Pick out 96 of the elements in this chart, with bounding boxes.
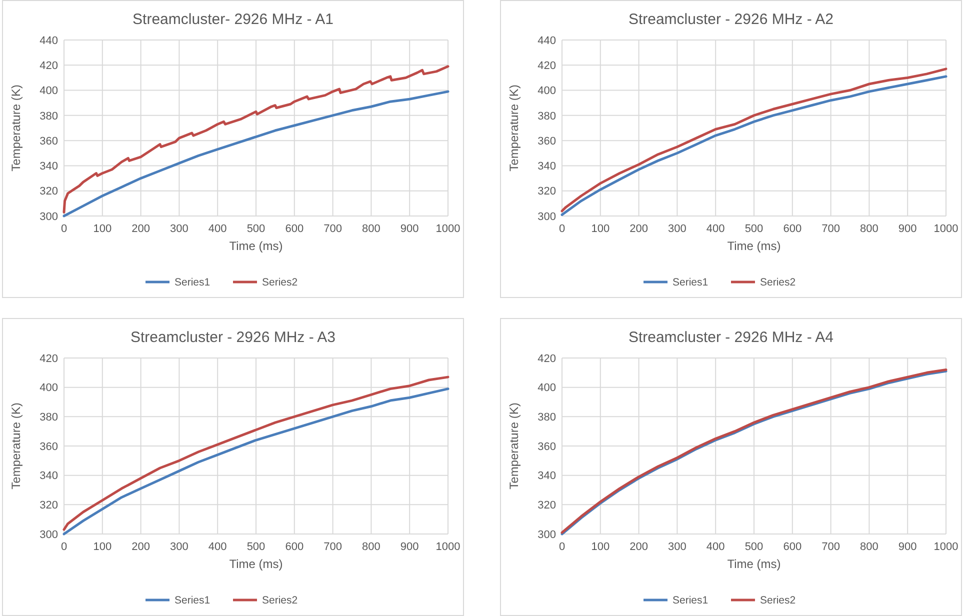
y-tick-label: 360 (40, 135, 58, 148)
x-axis-title: Time (ms) (727, 239, 781, 253)
y-tick-label: 300 (538, 210, 556, 223)
y-tick-label: 420 (538, 352, 556, 365)
chart-title: Streamcluster- 2926 MHz - A1 (132, 11, 334, 28)
legend-label: Series1 (174, 594, 210, 607)
y-tick-label: 400 (40, 85, 58, 98)
y-tick-label: 440 (40, 34, 58, 47)
x-tick-label: 1000 (436, 541, 460, 553)
y-tick-label: 360 (40, 440, 58, 453)
x-axis-title: Time (ms) (229, 239, 283, 253)
y-axis-title: Temperature (K) (507, 402, 521, 490)
legend-label: Series2 (262, 594, 298, 607)
x-axis-title: Time (ms) (727, 557, 781, 571)
x-tick-label: 500 (246, 223, 266, 235)
line-series (62, 65, 450, 214)
chart-title: Streamcluster - 2926 MHz - A4 (628, 329, 834, 346)
y-tick-label: 300 (40, 210, 58, 223)
x-tick-label: 800 (860, 541, 878, 553)
y-tick-label: 420 (40, 60, 58, 72)
y-tick-label: 320 (538, 500, 556, 512)
x-tick-label: 800 (362, 223, 380, 235)
y-axis-title: Temperature (K) (9, 84, 23, 172)
x-tick-label: 400 (706, 223, 725, 235)
x-tick-label: 0 (60, 541, 68, 553)
x-tick-label: 300 (170, 541, 188, 553)
x-axis-title: Time (ms) (229, 557, 283, 571)
x-tick-label: 800 (860, 223, 878, 235)
x-tick-label: 900 (400, 541, 419, 553)
x-tick-label: 1000 (436, 223, 460, 235)
x-tick-label: 300 (668, 541, 686, 553)
y-tick-label: 400 (40, 382, 58, 394)
x-tick-label: 100 (591, 541, 610, 553)
y-tick-label: 320 (538, 186, 556, 198)
y-tick-label: 440 (538, 34, 556, 47)
x-tick-label: 200 (132, 541, 150, 553)
legend-label: Series2 (262, 276, 298, 289)
legend-label: Series2 (760, 594, 796, 607)
x-tick-label: 200 (630, 223, 648, 235)
x-tick-label: 200 (132, 223, 150, 235)
y-tick-label: 340 (40, 470, 58, 482)
x-tick-label: 600 (783, 223, 802, 235)
y-tick-label: 300 (40, 528, 58, 541)
chart-title: Streamcluster - 2926 MHz - A2 (628, 11, 834, 28)
x-tick-label: 200 (630, 541, 648, 553)
x-tick-label: 900 (400, 223, 419, 235)
y-tick-label: 380 (538, 412, 556, 424)
x-tick-label: 900 (898, 223, 917, 235)
x-tick-label: 400 (208, 223, 227, 235)
x-tick-label: 500 (246, 541, 266, 553)
y-tick-label: 400 (538, 85, 556, 98)
x-tick-label: 300 (668, 223, 686, 235)
x-tick-label: 400 (208, 541, 227, 553)
x-tick-label: 700 (324, 541, 342, 553)
x-tick-label: 700 (822, 541, 840, 553)
y-tick-label: 340 (40, 160, 58, 173)
x-tick-label: 100 (591, 223, 610, 235)
y-tick-label: 400 (538, 382, 556, 394)
legend-label: Series1 (174, 276, 210, 289)
legend-label: Series1 (672, 276, 708, 289)
x-tick-label: 500 (744, 223, 764, 235)
y-axis-title: Temperature (K) (9, 402, 23, 490)
legend-label: Series2 (760, 276, 796, 289)
legend-label: Series1 (672, 594, 708, 607)
x-tick-label: 0 (60, 223, 68, 235)
x-tick-label: 500 (744, 541, 764, 553)
y-tick-label: 360 (538, 440, 556, 453)
x-tick-label: 600 (783, 541, 802, 553)
y-axis-title: Temperature (K) (507, 84, 521, 172)
x-tick-label: 700 (822, 223, 840, 235)
y-tick-label: 380 (40, 412, 58, 424)
x-tick-label: 600 (285, 223, 304, 235)
x-tick-label: 300 (170, 223, 188, 235)
chart-title: Streamcluster - 2926 MHz - A3 (130, 329, 336, 346)
x-tick-label: 900 (898, 541, 917, 553)
x-tick-label: 400 (706, 541, 725, 553)
x-tick-label: 1000 (934, 223, 958, 235)
x-tick-label: 0 (558, 223, 566, 235)
y-tick-label: 340 (538, 160, 556, 173)
y-tick-label: 420 (40, 352, 58, 365)
x-tick-label: 0 (558, 541, 566, 553)
x-tick-label: 100 (93, 541, 112, 553)
y-tick-label: 380 (40, 110, 58, 122)
x-tick-label: 100 (93, 223, 112, 235)
y-tick-label: 320 (40, 186, 58, 198)
x-tick-label: 1000 (934, 541, 958, 553)
x-tick-label: 700 (324, 223, 342, 235)
y-tick-label: 380 (538, 110, 556, 122)
x-tick-label: 600 (285, 541, 304, 553)
line-series (62, 90, 450, 218)
y-tick-label: 420 (538, 60, 556, 72)
x-tick-label: 800 (362, 541, 380, 553)
y-tick-label: 360 (538, 135, 556, 148)
y-tick-label: 340 (538, 470, 556, 482)
y-tick-label: 300 (538, 528, 556, 541)
y-tick-label: 320 (40, 500, 58, 512)
